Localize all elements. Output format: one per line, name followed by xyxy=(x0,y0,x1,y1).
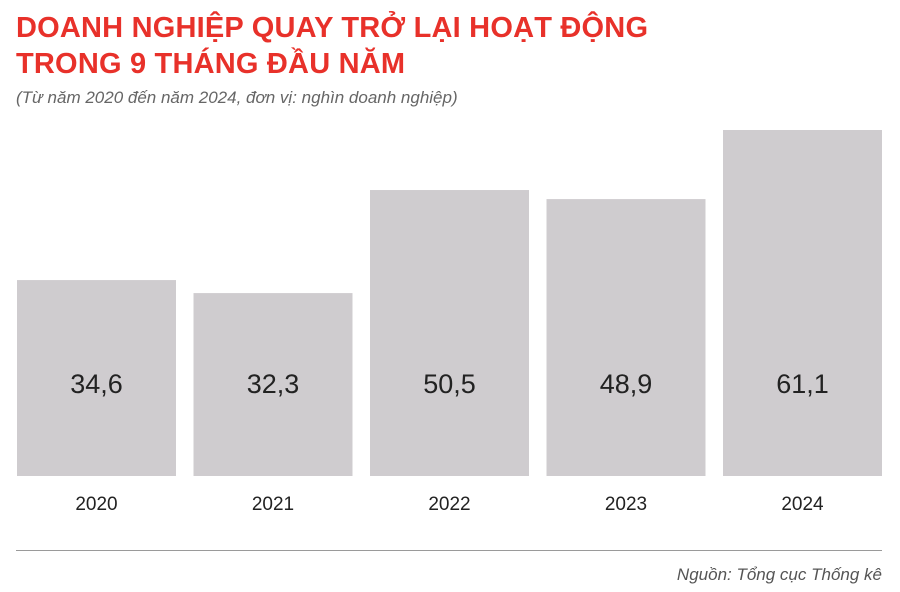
bar-2020 xyxy=(17,280,176,476)
value-label-2022: 50,5 xyxy=(423,369,476,399)
x-tick-label-2022: 2022 xyxy=(428,494,470,515)
x-tick-label-2021: 2021 xyxy=(252,494,294,515)
chart-title-line-2: TRONG 9 THÁNG ĐẦU NĂM xyxy=(16,48,406,80)
chart-title-line-1: DOANH NGHIỆP QUAY TRỞ LẠI HOẠT ĐỘNG xyxy=(16,12,649,44)
source-note: Nguồn: Tổng cục Thống kê xyxy=(676,565,882,584)
bar-2024 xyxy=(723,130,882,476)
bar-2021 xyxy=(193,293,353,476)
bar-2022 xyxy=(370,190,529,476)
value-label-2024: 61,1 xyxy=(776,369,829,399)
x-tick-label-2020: 2020 xyxy=(75,494,117,515)
value-label-2020: 34,6 xyxy=(70,369,123,399)
x-tick-label-2024: 2024 xyxy=(781,494,824,515)
x-tick-label-2023: 2023 xyxy=(605,494,647,515)
value-label-2023: 48,9 xyxy=(600,369,653,399)
value-label-2021: 32,3 xyxy=(247,369,300,399)
bar-2023 xyxy=(546,199,706,477)
chart-subtitle: (Từ năm 2020 đến năm 2024, đơn vị: nghìn… xyxy=(16,88,458,107)
footer-divider xyxy=(16,550,882,551)
chart-title: DOANH NGHIỆP QUAY TRỞ LẠI HOẠT ĐỘNG TRON… xyxy=(16,10,876,82)
